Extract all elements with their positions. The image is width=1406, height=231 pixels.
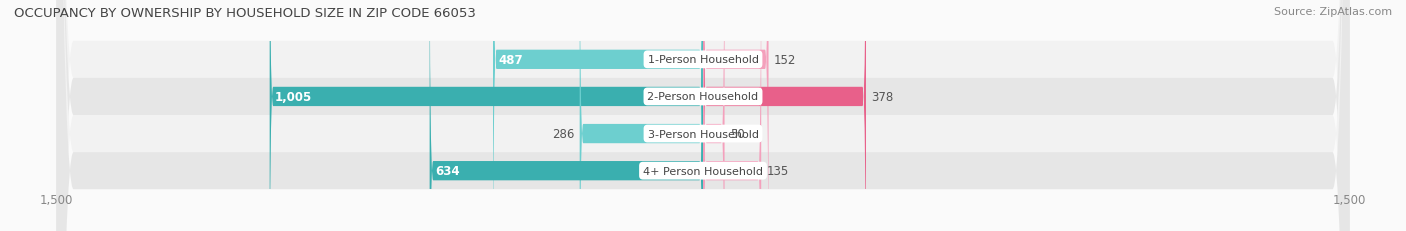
- FancyBboxPatch shape: [703, 0, 761, 231]
- Text: 1,005: 1,005: [274, 91, 312, 103]
- Text: 634: 634: [434, 164, 460, 177]
- Text: Source: ZipAtlas.com: Source: ZipAtlas.com: [1274, 7, 1392, 17]
- FancyBboxPatch shape: [56, 0, 1350, 231]
- Text: 487: 487: [498, 54, 523, 67]
- Text: 4+ Person Household: 4+ Person Household: [643, 166, 763, 176]
- FancyBboxPatch shape: [56, 0, 1350, 231]
- FancyBboxPatch shape: [270, 0, 703, 231]
- FancyBboxPatch shape: [703, 0, 769, 231]
- Text: 3-Person Household: 3-Person Household: [648, 129, 758, 139]
- FancyBboxPatch shape: [56, 0, 1350, 231]
- FancyBboxPatch shape: [430, 0, 703, 231]
- Text: 1-Person Household: 1-Person Household: [648, 55, 758, 65]
- FancyBboxPatch shape: [703, 0, 724, 231]
- Text: 378: 378: [872, 91, 893, 103]
- FancyBboxPatch shape: [579, 0, 703, 231]
- Text: OCCUPANCY BY OWNERSHIP BY HOUSEHOLD SIZE IN ZIP CODE 66053: OCCUPANCY BY OWNERSHIP BY HOUSEHOLD SIZE…: [14, 7, 477, 20]
- FancyBboxPatch shape: [703, 0, 866, 231]
- FancyBboxPatch shape: [494, 0, 703, 231]
- Text: 152: 152: [773, 54, 796, 67]
- Text: 135: 135: [766, 164, 789, 177]
- Text: 286: 286: [553, 128, 575, 140]
- FancyBboxPatch shape: [56, 0, 1350, 231]
- Text: 50: 50: [730, 128, 745, 140]
- Text: 2-Person Household: 2-Person Household: [647, 92, 759, 102]
